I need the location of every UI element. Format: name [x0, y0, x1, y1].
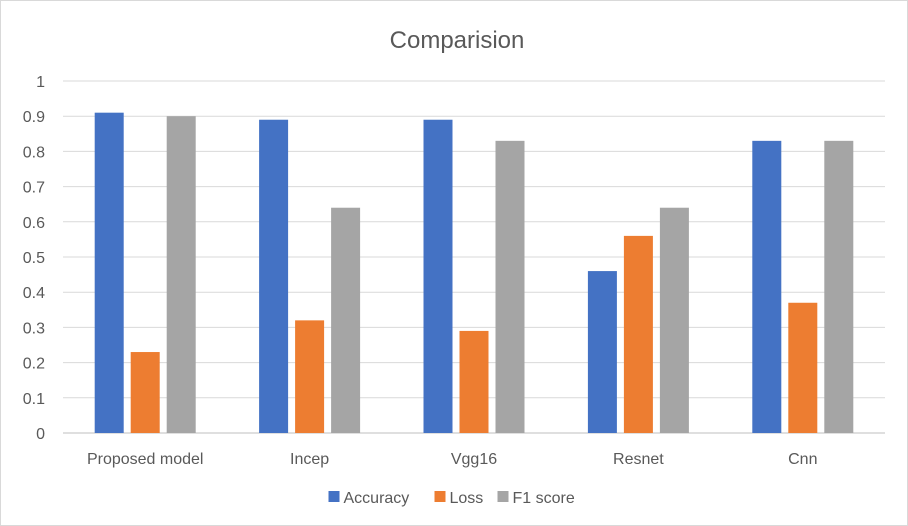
gridlines: [63, 80, 885, 434]
bar-f1-score: [495, 140, 525, 433]
legend-label: F1 score: [513, 490, 575, 507]
y-tick-label: 0.3: [23, 320, 45, 337]
y-tick-label: 0.7: [23, 180, 45, 197]
x-tick-label: Resnet: [613, 451, 664, 468]
legend-swatch: [497, 491, 509, 502]
x-axis-ticks: Proposed model Incep Vgg16 Resnet Cnn: [87, 451, 818, 468]
bar-f1-score: [331, 207, 361, 433]
y-tick-label: 0.9: [23, 109, 45, 126]
bar-f1-score: [166, 116, 196, 433]
bar-loss: [623, 235, 653, 433]
chart-title: Comparision: [390, 27, 525, 54]
y-tick-label: 0.2: [23, 356, 45, 373]
bar-accuracy: [423, 119, 453, 433]
legend-swatch: [328, 491, 340, 502]
y-tick-label: 0.6: [23, 215, 45, 232]
x-tick-label: Incep: [290, 451, 329, 468]
bars: [94, 112, 854, 434]
x-tick-label: Proposed model: [87, 451, 204, 468]
x-tick-label: Vgg16: [451, 451, 497, 468]
legend-swatch: [434, 491, 446, 502]
legend-label: Loss: [450, 490, 484, 507]
bar-accuracy: [587, 271, 617, 433]
bar-accuracy: [752, 140, 782, 433]
y-tick-label: 0.4: [23, 285, 45, 302]
x-tick-label: Cnn: [788, 451, 817, 468]
y-tick-label: 0.8: [23, 144, 45, 161]
legend: Accuracy Loss F1 score: [328, 490, 575, 507]
y-tick-label: 0.5: [23, 250, 45, 267]
bar-accuracy: [259, 119, 289, 433]
bar-f1-score: [824, 140, 854, 433]
legend-label: Accuracy: [344, 490, 410, 507]
y-tick-label: 0.1: [23, 391, 45, 408]
bar-accuracy: [94, 112, 124, 434]
bar-f1-score: [659, 207, 689, 433]
bar-loss: [295, 320, 325, 433]
bar-loss: [788, 302, 818, 433]
bar-loss: [459, 330, 489, 433]
y-tick-label: 1: [36, 74, 45, 91]
y-tick-label: 0: [36, 426, 45, 443]
bar-loss: [130, 352, 160, 433]
y-axis-ticks: 0 0.1 0.2 0.3 0.4 0.5 0.6 0.7 0.8 0.9 1: [23, 74, 45, 443]
